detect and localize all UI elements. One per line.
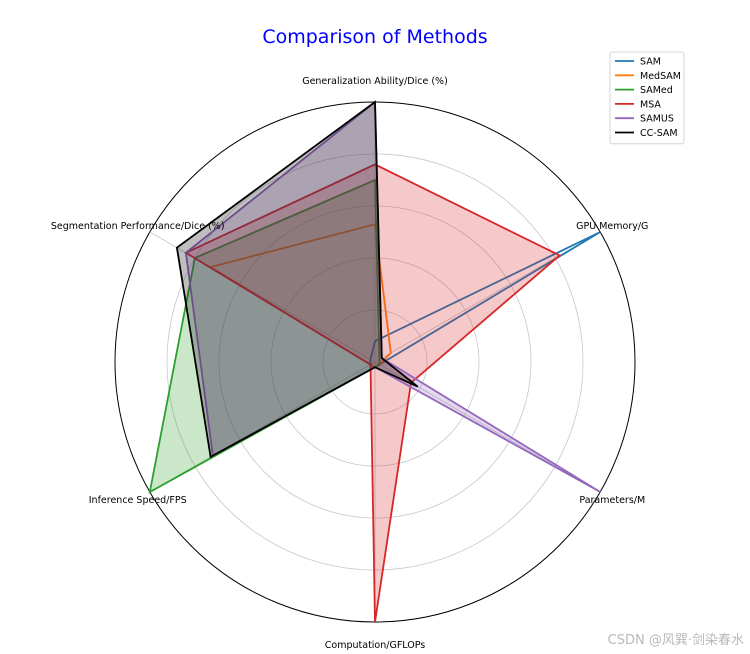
axis-label: Inference Speed/FPS [89,495,187,506]
series-line [175,100,419,459]
series-cc-sam [175,100,419,459]
axis-label: Generalization Ability/Dice (%) [302,76,448,87]
legend-entry: MSA [640,99,661,110]
axis-label: Parameters/M [579,495,645,506]
legend-entry: CC-SAM [640,128,678,139]
axis-labels: Generalization Ability/Dice (%) GPU Memor… [51,76,649,651]
axis-label: Computation/GFLOPs [325,640,426,651]
axis-label: GPU Memory/G [576,221,648,232]
axis-label: Segmentation Performance/Dice (%) [51,221,225,232]
watermark: CSDN @风巽·剑染春水 [607,633,744,648]
chart-title: Comparison of Methods [262,26,487,48]
legend-entry: MedSAM [640,71,681,82]
legend-entry: SAMed [640,85,673,96]
series-fill [185,164,560,622]
legend: SAM MedSAM SAMed MSA SAMUS CC-SAM [609,51,685,145]
series-fill [176,102,418,457]
legend-entry: SAMUS [640,114,674,125]
legend-entry: SAM [640,57,661,68]
series-layer [148,100,601,623]
series-fill [185,102,601,492]
